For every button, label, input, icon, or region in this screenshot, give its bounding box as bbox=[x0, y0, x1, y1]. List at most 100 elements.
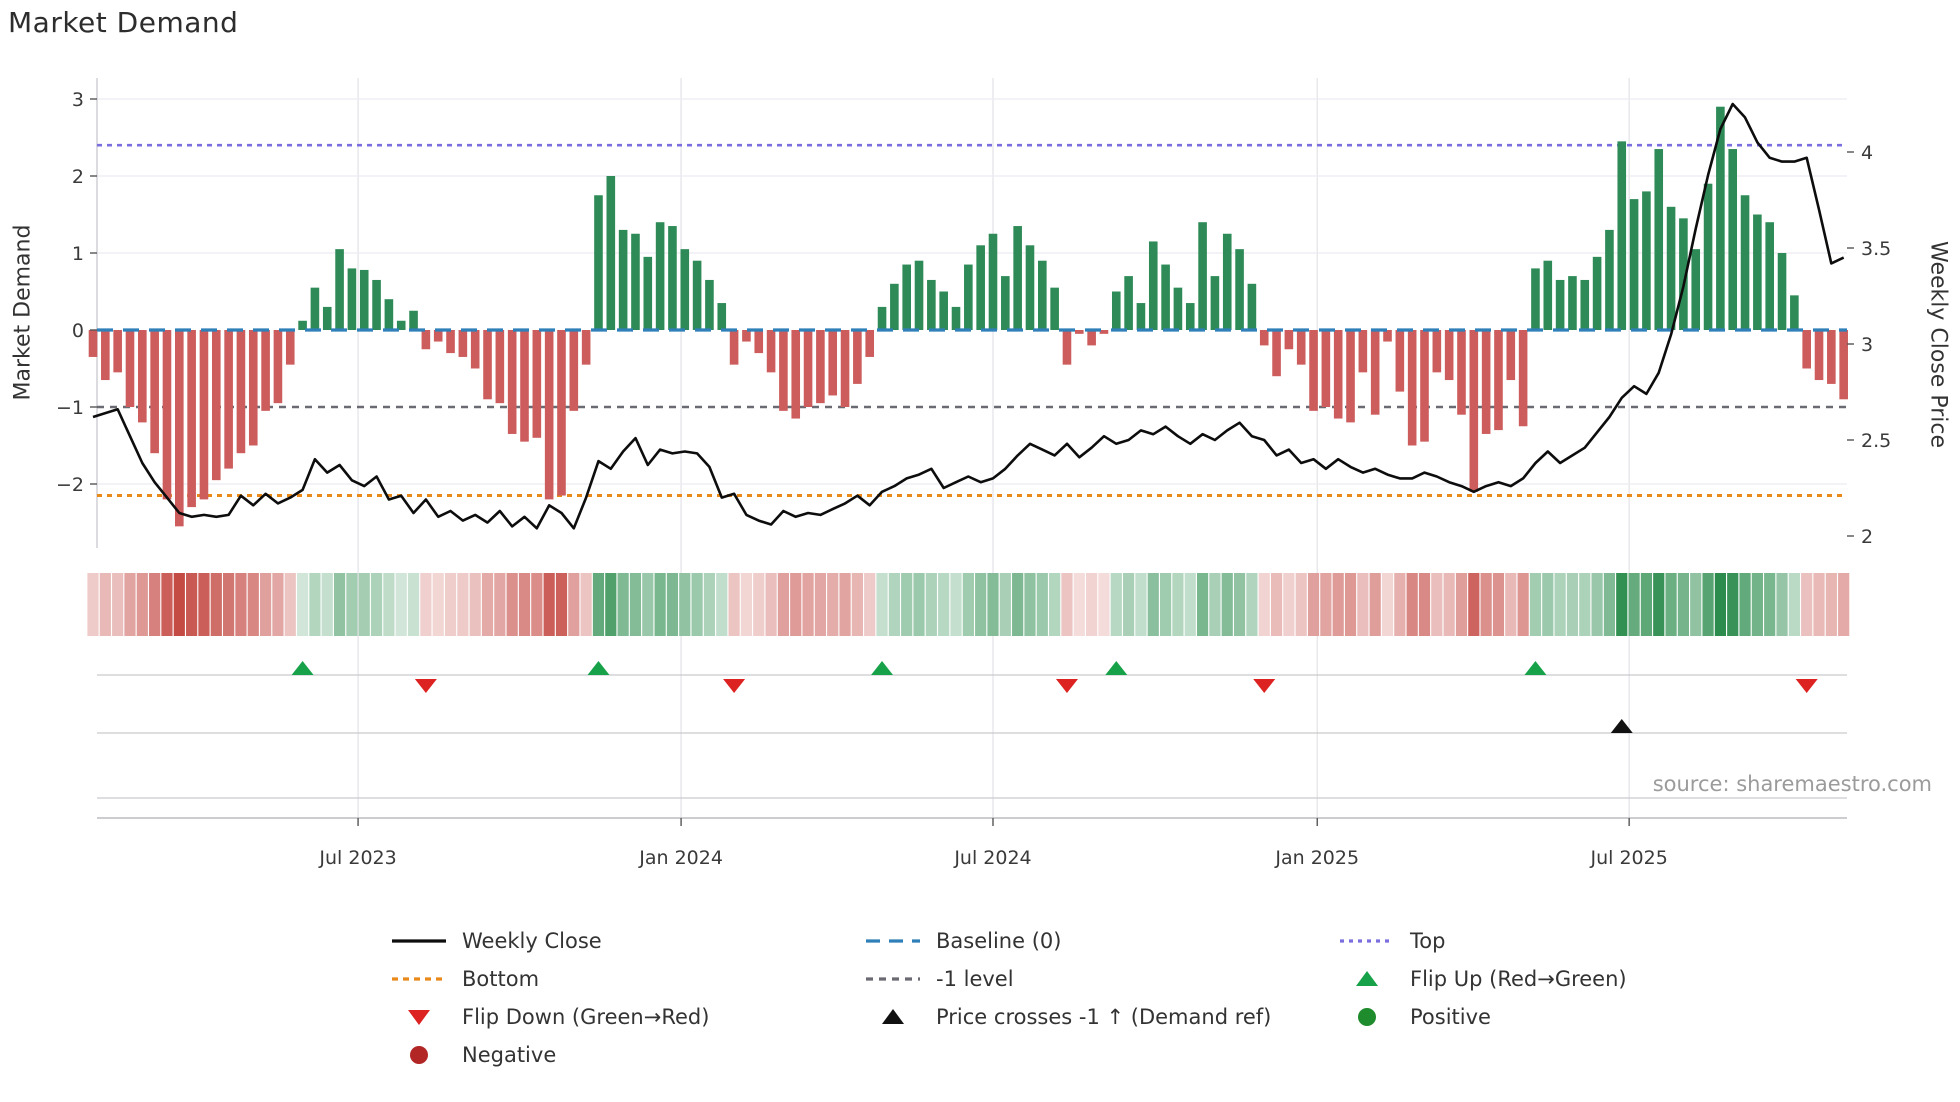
legend-item: Weekly Close bbox=[390, 922, 864, 960]
heatmap-cell bbox=[568, 573, 580, 636]
demand-bar bbox=[1518, 330, 1528, 427]
demand-bar bbox=[1333, 330, 1343, 419]
heatmap-cell bbox=[1443, 573, 1455, 636]
heatmap-cell bbox=[1825, 573, 1837, 636]
heatmap-cell bbox=[99, 573, 111, 636]
dot-glyph bbox=[410, 1046, 428, 1064]
heatmap-cell bbox=[1073, 573, 1085, 636]
heatmap-cell bbox=[1603, 573, 1616, 636]
heatmap-cell bbox=[1394, 573, 1406, 636]
demand-bar bbox=[1691, 249, 1701, 330]
heatmap-cell bbox=[1739, 573, 1751, 636]
demand-bar bbox=[569, 330, 579, 411]
demand-bar bbox=[988, 233, 998, 330]
demand-bar bbox=[421, 330, 431, 350]
heatmap-cell bbox=[666, 573, 679, 636]
demand-bar bbox=[1592, 256, 1602, 330]
heatmap-cell bbox=[876, 573, 888, 636]
heatmap-cell bbox=[716, 573, 728, 636]
heatmap-cell bbox=[370, 573, 383, 636]
flip-up-marker bbox=[1524, 661, 1547, 675]
dot-legend-swatch-icon bbox=[1358, 1008, 1376, 1026]
heatmap-cell bbox=[1492, 573, 1505, 636]
demand-bar bbox=[470, 330, 480, 369]
flip-up-marker bbox=[871, 661, 894, 675]
tri-up-glyph bbox=[882, 1009, 904, 1024]
demand-bar bbox=[1580, 279, 1590, 330]
y-tick-label-right: 3 bbox=[1861, 334, 1873, 356]
demand-bar bbox=[803, 330, 813, 407]
heatmap-cell bbox=[1283, 573, 1295, 636]
demand-bar bbox=[384, 299, 394, 330]
heatmap-cell bbox=[1123, 573, 1135, 636]
heatmap-cell bbox=[777, 573, 790, 636]
demand-bar bbox=[1284, 330, 1294, 350]
heatmap-cell bbox=[1110, 573, 1122, 636]
demand-bar bbox=[1038, 260, 1047, 330]
demand-bar bbox=[1568, 276, 1577, 330]
demand-bar bbox=[742, 330, 751, 342]
heatmap-cell bbox=[827, 573, 839, 636]
heatmap-cell bbox=[851, 573, 863, 636]
heatmap-cell bbox=[888, 573, 900, 636]
demand-bar bbox=[261, 330, 270, 411]
dot-glyph bbox=[1358, 1008, 1376, 1026]
heatmap-cell bbox=[1172, 573, 1184, 636]
heatmap-cell bbox=[235, 573, 247, 636]
heatmap-cell bbox=[1221, 573, 1233, 636]
demand-bar bbox=[1506, 330, 1516, 381]
demand-bar bbox=[791, 330, 801, 419]
heatmap-cell bbox=[457, 573, 469, 636]
demand-bar bbox=[828, 330, 838, 396]
heatmap-cell bbox=[395, 573, 407, 636]
demand-bar bbox=[1642, 191, 1651, 330]
demand-bar bbox=[273, 330, 283, 404]
demand-bar bbox=[125, 330, 135, 407]
heatmap-cell bbox=[1036, 573, 1048, 636]
demand-bar bbox=[433, 330, 443, 342]
demand-bar bbox=[1629, 199, 1639, 330]
y-tick-label-right: 2.5 bbox=[1861, 430, 1891, 452]
demand-bar bbox=[1790, 295, 1799, 330]
tri-up-legend-swatch-icon bbox=[882, 1009, 904, 1024]
demand-bar bbox=[1802, 330, 1811, 369]
heatmap-cell bbox=[617, 573, 629, 636]
weekly-close-line bbox=[92, 102, 1845, 530]
demand-bar bbox=[1358, 330, 1368, 373]
demand-bar bbox=[1136, 303, 1146, 330]
heatmap-cell bbox=[1468, 573, 1480, 636]
demand-bar bbox=[1321, 330, 1331, 407]
heatmap-cell bbox=[1788, 573, 1800, 636]
demand-bar bbox=[557, 330, 566, 496]
demand-bar bbox=[1827, 330, 1836, 384]
legend-label: Top bbox=[1410, 929, 1446, 953]
demand-bar bbox=[1679, 218, 1688, 330]
heatmap-cell bbox=[864, 573, 876, 636]
legend-item: Baseline (0) bbox=[864, 922, 1338, 960]
demand-bar bbox=[150, 330, 159, 454]
demand-bar bbox=[1531, 268, 1540, 330]
tri-up-legend-swatch-icon bbox=[1356, 971, 1378, 986]
demand-bar bbox=[483, 330, 492, 400]
heatmap-cell bbox=[1566, 573, 1579, 636]
x-tick-label: Jul 2025 bbox=[1589, 847, 1667, 869]
source-credit: source: sharemaestro.com bbox=[1652, 772, 1932, 796]
dot-legend-swatch-icon bbox=[410, 1046, 428, 1064]
demand-bar bbox=[1087, 330, 1096, 346]
heatmap-cell bbox=[1838, 573, 1850, 636]
heatmap-cell bbox=[531, 573, 543, 636]
heatmap-cell bbox=[284, 573, 296, 636]
demand-bar bbox=[1814, 330, 1824, 381]
heatmap-cell bbox=[987, 573, 999, 636]
demand-bar bbox=[1074, 330, 1084, 334]
demand-bar bbox=[1407, 330, 1417, 446]
heatmap-cell bbox=[87, 573, 99, 636]
demand-bar bbox=[458, 330, 468, 357]
demand-bar bbox=[705, 279, 714, 330]
heatmap-cell bbox=[1529, 573, 1542, 636]
price-cross-marker bbox=[1610, 719, 1633, 733]
demand-bar bbox=[890, 283, 899, 330]
demand-bar bbox=[1222, 233, 1232, 330]
flip-up-marker bbox=[1105, 661, 1128, 675]
demand-bar bbox=[927, 279, 936, 330]
